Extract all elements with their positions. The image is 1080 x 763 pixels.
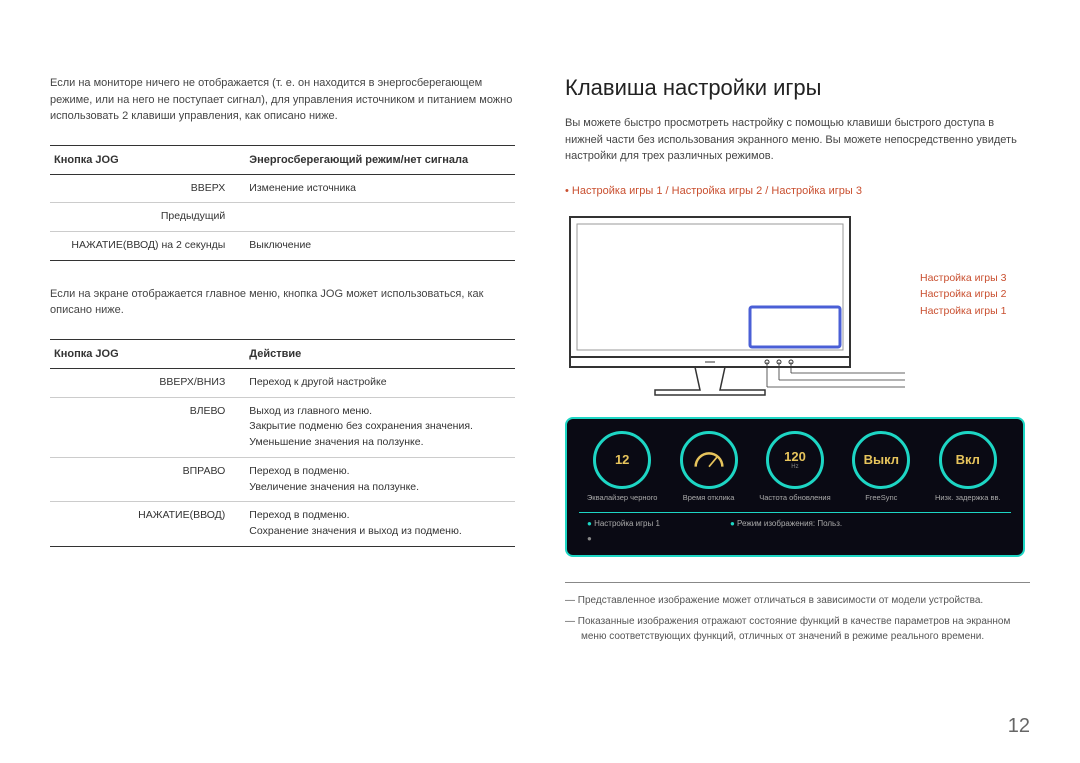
table2-header-2: Действие bbox=[245, 339, 515, 368]
gauge: 120Hz Частота обновления bbox=[755, 431, 835, 502]
table-cell-value: Выключение bbox=[245, 232, 515, 261]
table-cell-key: ВПРАВО bbox=[50, 457, 245, 502]
gauge-sub: Hz bbox=[791, 464, 798, 470]
table1-header-2: Энергосберегающий режим/нет сигнала bbox=[245, 145, 515, 174]
gauge-label: FreeSync bbox=[865, 493, 897, 502]
monitor-svg bbox=[565, 212, 905, 402]
gauge-value: Вкл bbox=[956, 452, 980, 467]
callout-3: Настройка игры 3 bbox=[920, 270, 1006, 287]
status-game-setting: Настройка игры 1 bbox=[587, 519, 660, 528]
intro-text-2: Если на экране отображается главное меню… bbox=[50, 286, 515, 319]
table-2: Кнопка JOG Действие ВВЕРХ/ВНИЗПереход к … bbox=[50, 339, 515, 547]
table-1: Кнопка JOG Энергосберегающий режим/нет с… bbox=[50, 145, 515, 261]
table-cell-value: Изменение источника bbox=[245, 174, 515, 203]
page-number: 12 bbox=[1008, 715, 1030, 738]
table-cell-key: НАЖАТИЕ(ВВОД) на 2 секунды bbox=[50, 232, 245, 261]
callout-labels: Настройка игры 3 Настройка игры 2 Настро… bbox=[920, 270, 1006, 320]
table-cell-key: ВВЕРХ bbox=[50, 174, 245, 203]
gauge-label: Частота обновления bbox=[759, 493, 830, 502]
table-cell-key: ВЛЕВО bbox=[50, 397, 245, 457]
table-cell-key: Предыдущий bbox=[50, 203, 245, 232]
right-intro: Вы можете быстро просмотреть настройку с… bbox=[565, 115, 1030, 165]
right-column: Клавиша настройки игры Вы можете быстро … bbox=[565, 75, 1030, 650]
status-extra bbox=[587, 534, 1011, 543]
table-cell-value bbox=[245, 203, 515, 232]
table-row: ВПРАВОПереход в подменю.Увеличение значе… bbox=[50, 457, 515, 502]
gauge-value: 12 bbox=[615, 452, 629, 467]
section-heading: Клавиша настройки игры bbox=[565, 75, 1030, 101]
table-cell-key: НАЖАТИЕ(ВВОД) bbox=[50, 502, 245, 547]
gauge-circle: 12 bbox=[593, 431, 651, 489]
gauge-circle: 120Hz bbox=[766, 431, 824, 489]
gauge: Выкл FreeSync bbox=[841, 431, 921, 502]
status-picture-mode: Режим изображения: Польз. bbox=[730, 519, 842, 528]
table1-header-1: Кнопка JOG bbox=[50, 145, 245, 174]
gauge: 12 Эквалайзер черного bbox=[582, 431, 662, 502]
table2-header-1: Кнопка JOG bbox=[50, 339, 245, 368]
table-cell-value: Выход из главного меню.Закрытие подменю … bbox=[245, 397, 515, 457]
table-cell-value: Переход в подменю.Увеличение значения на… bbox=[245, 457, 515, 502]
table-row: НАЖАТИЕ(ВВОД)Переход в подменю.Сохранени… bbox=[50, 502, 515, 547]
footnote-1: Представленное изображение может отличат… bbox=[565, 593, 1030, 608]
gauge-value: Выкл bbox=[864, 452, 899, 467]
gauges-panel: 12 Эквалайзер черного Время отклика 120Hz Ча… bbox=[565, 417, 1025, 557]
footnote-2: Показанные изображения отражают состояни… bbox=[565, 614, 1030, 644]
table-row: ВВЕРХ/ВНИЗПереход к другой настройке bbox=[50, 368, 515, 397]
gauge: Вкл Низк. задержка вв. bbox=[928, 431, 1008, 502]
table-cell-value: Переход в подменю.Сохранение значения и … bbox=[245, 502, 515, 547]
table-row: Предыдущий bbox=[50, 203, 515, 232]
gauge-label: Время отклика bbox=[683, 493, 735, 502]
gauge-label: Эквалайзер черного bbox=[587, 493, 658, 502]
callout-2: Настройка игры 2 bbox=[920, 286, 1006, 303]
gauge-circle: Вкл bbox=[939, 431, 997, 489]
table-cell-key: ВВЕРХ/ВНИЗ bbox=[50, 368, 245, 397]
gauge-circle: Выкл bbox=[852, 431, 910, 489]
table-row: ВЛЕВОВыход из главного меню.Закрытие под… bbox=[50, 397, 515, 457]
table-row: ВВЕРХИзменение источника bbox=[50, 174, 515, 203]
gauge-value: 120 bbox=[784, 449, 806, 464]
gauge: Время отклика bbox=[669, 431, 749, 502]
gauge-circle bbox=[680, 431, 738, 489]
game-settings-bullet: Настройка игры 1 / Настройка игры 2 / На… bbox=[565, 185, 1030, 197]
table-row: НАЖАТИЕ(ВВОД) на 2 секундыВыключение bbox=[50, 232, 515, 261]
intro-text-1: Если на мониторе ничего не отображается … bbox=[50, 75, 515, 125]
monitor-diagram: Настройка игры 3 Настройка игры 2 Настро… bbox=[565, 212, 1030, 402]
gauge-label: Низк. задержка вв. bbox=[935, 493, 1001, 502]
callout-1: Настройка игры 1 bbox=[920, 303, 1006, 320]
table-cell-value: Переход к другой настройке bbox=[245, 368, 515, 397]
left-column: Если на мониторе ничего не отображается … bbox=[50, 75, 515, 650]
footnote-divider bbox=[565, 582, 1030, 583]
